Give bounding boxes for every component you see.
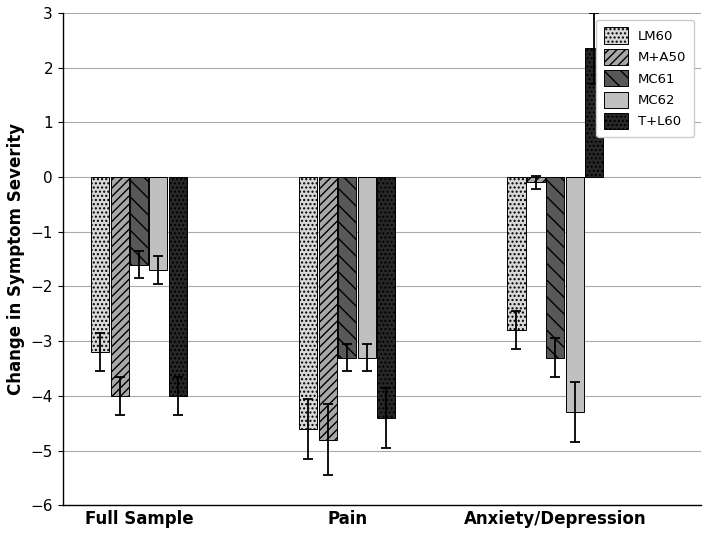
Bar [130, 177, 148, 264]
Bar [586, 49, 603, 177]
Bar [358, 177, 376, 357]
Bar [547, 177, 564, 357]
Y-axis label: Change in Symptom Severity: Change in Symptom Severity [7, 123, 25, 395]
Bar [566, 177, 584, 412]
Bar [377, 177, 395, 418]
Bar [169, 177, 187, 396]
Bar [527, 177, 545, 182]
Bar [508, 177, 525, 330]
Bar [110, 177, 129, 396]
Bar [149, 177, 168, 270]
Bar [319, 177, 337, 440]
Bar [299, 177, 317, 429]
Bar [338, 177, 356, 357]
Legend: LM60, M+A50, MC61, MC62, T+L60: LM60, M+A50, MC61, MC62, T+L60 [596, 20, 695, 137]
Bar [91, 177, 109, 352]
